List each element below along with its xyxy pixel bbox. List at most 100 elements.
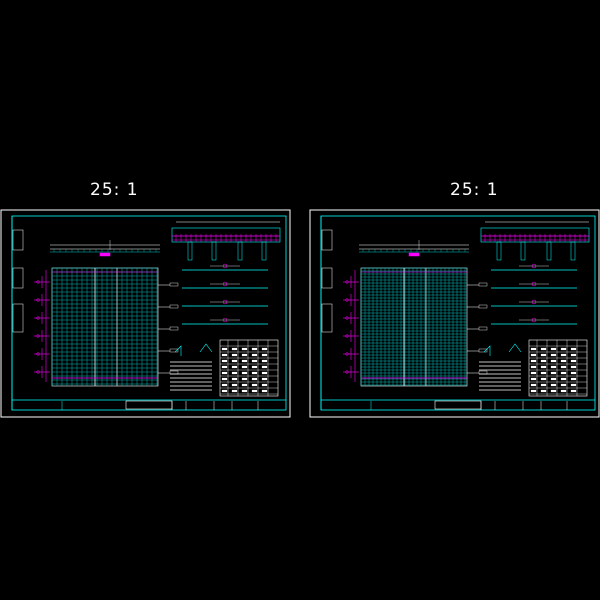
table-cell-value <box>221 347 228 351</box>
table-cell-value <box>560 389 567 393</box>
table-cell-value <box>241 359 248 363</box>
table-cell-value <box>251 377 258 381</box>
table-cell-value <box>560 377 567 381</box>
table-cell-value <box>261 389 268 393</box>
material-table <box>219 339 279 397</box>
table-cell-value <box>241 353 248 357</box>
table-cell-value <box>221 377 228 381</box>
table-cell-value <box>231 359 238 363</box>
title-cell-main <box>125 400 173 410</box>
rebar-mesh-plan <box>360 267 468 387</box>
table-cell-value <box>540 371 547 375</box>
table-cell-value <box>570 365 577 369</box>
table-cell-value <box>261 353 268 357</box>
section-pier <box>211 241 217 261</box>
table-cell-value <box>530 377 537 381</box>
strip-block <box>12 229 24 251</box>
hook-details <box>483 343 522 356</box>
table-cell-value <box>221 371 228 375</box>
table-cell-value <box>251 347 258 351</box>
table-cell-value <box>261 371 268 375</box>
table-cell-value <box>261 365 268 369</box>
callout-mark <box>345 316 349 320</box>
table-cell-value <box>540 383 547 387</box>
callout-mark <box>36 316 40 320</box>
table-cell-value <box>221 365 228 369</box>
section-pier <box>237 241 243 261</box>
label-tag <box>478 370 488 375</box>
table-cell-value <box>540 377 547 381</box>
table-cell-value <box>550 371 557 375</box>
table-outline <box>219 339 279 397</box>
table-cell-value <box>221 353 228 357</box>
callout-mark <box>36 298 40 302</box>
section-pier <box>546 241 552 261</box>
table-cell-value <box>570 389 577 393</box>
title-block <box>321 399 595 410</box>
hook-shape <box>483 345 491 356</box>
strip-block <box>321 267 333 289</box>
label-tag <box>478 282 488 287</box>
left-callouts <box>34 270 50 382</box>
table-cell-value <box>231 383 238 387</box>
table-cell-value <box>540 353 547 357</box>
table-cell-value <box>560 353 567 357</box>
table-cell-value <box>221 359 228 363</box>
callout-mark <box>345 370 349 374</box>
table-cell-value <box>530 371 537 375</box>
table-cell-value <box>550 365 557 369</box>
table-cell-value <box>560 365 567 369</box>
table-cell-value <box>570 359 577 363</box>
table-cell-value <box>241 371 248 375</box>
table-cell-value <box>251 359 258 363</box>
label-tag <box>169 304 179 309</box>
table-cell-value <box>560 359 567 363</box>
section-pier <box>496 241 502 261</box>
hook-details <box>174 343 213 356</box>
scale-label-right: 25: 1 <box>450 180 499 200</box>
section-pier <box>520 241 526 261</box>
callout-mark <box>36 370 40 374</box>
callout-mark <box>345 334 349 338</box>
table-cell-value <box>550 347 557 351</box>
table-cell-value <box>261 383 268 387</box>
table-cell-value <box>221 383 228 387</box>
table-cell-value <box>550 353 557 357</box>
left-callouts <box>343 270 359 382</box>
section-pier <box>570 241 576 261</box>
table-cell-value <box>540 389 547 393</box>
callout-mark <box>345 298 349 302</box>
table-cell-value <box>540 347 547 351</box>
sheet-outer-frame <box>309 209 600 418</box>
drawing-sheet-right <box>309 209 600 418</box>
strip-block <box>321 229 333 251</box>
table-cell-value <box>540 365 547 369</box>
section-pier <box>187 241 193 261</box>
rebar-mesh-plan <box>51 267 159 387</box>
elevation-view <box>359 240 469 257</box>
callout-mark <box>36 352 40 356</box>
material-table <box>528 339 588 397</box>
table-cell-value <box>221 389 228 393</box>
drawing-sheet-left <box>0 209 291 418</box>
notes-block <box>479 361 521 391</box>
label-tag <box>169 370 179 375</box>
table-cell-value <box>560 371 567 375</box>
elevation-marker <box>408 252 420 257</box>
table-cell-value <box>570 377 577 381</box>
sheet-outer-frame <box>0 209 291 418</box>
table-outline <box>528 339 588 397</box>
table-cell-value <box>241 347 248 351</box>
table-cell-value <box>530 359 537 363</box>
strip-block <box>12 303 24 333</box>
table-cell-value <box>530 389 537 393</box>
strip-block <box>12 267 24 289</box>
table-cell-value <box>231 347 238 351</box>
callout-mark <box>345 280 349 284</box>
table-cell-value <box>560 383 567 387</box>
bar-details <box>491 263 577 325</box>
label-tag <box>169 326 179 331</box>
section-pier <box>261 241 267 261</box>
cross-section <box>480 221 590 261</box>
table-cell-value <box>530 365 537 369</box>
